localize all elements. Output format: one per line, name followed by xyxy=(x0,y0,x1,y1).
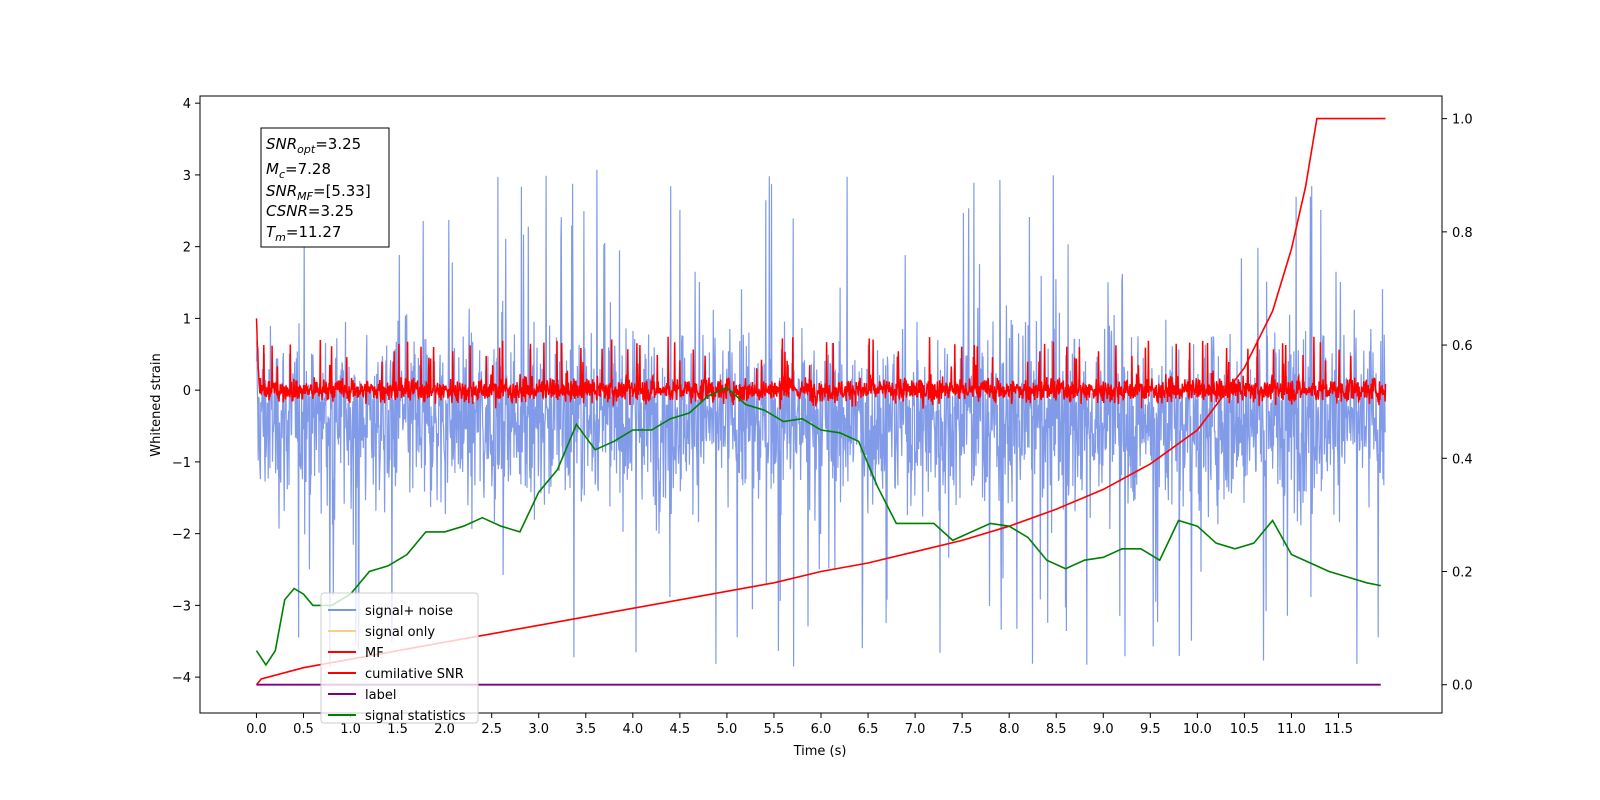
series-mf xyxy=(255,318,1387,410)
legend-frame xyxy=(320,592,479,724)
x-axis-label: Time (s) xyxy=(793,744,847,759)
x-tick-label: 4.0 xyxy=(622,722,643,737)
annotation-csnr: CSNR=3.25 xyxy=(266,202,354,220)
y-tick-label-right: 0.6 xyxy=(1452,339,1473,354)
x-tick-label: 3.0 xyxy=(528,722,549,737)
annotation-snr-mf: SNRMF=[5.33] xyxy=(266,182,371,203)
annotation-box: SNRopt=3.25 Mc=7.28 SNRMF=[5.33] CSNR=3.… xyxy=(260,127,390,248)
annotation-snr-opt: SNRopt=3.25 xyxy=(266,135,361,156)
x-tick-label: 9.5 xyxy=(1140,722,1161,737)
x-tick-label: 8.0 xyxy=(999,722,1020,737)
legend: signal+ noise signal only MF cumilative SNR… xyxy=(320,592,479,724)
y-tick-label-left: −1 xyxy=(172,456,191,471)
y-tick-label-right: 0.8 xyxy=(1452,226,1473,241)
x-tick-label: 6.5 xyxy=(858,722,879,737)
x-tick-label: 1.5 xyxy=(387,722,408,737)
y-tick-label-left: −3 xyxy=(172,599,191,614)
x-tick-label: 8.5 xyxy=(1046,722,1067,737)
x-tick-label: 0.0 xyxy=(246,722,267,737)
y-tick-label-left: −4 xyxy=(172,671,191,686)
x-tick-label: 4.5 xyxy=(670,722,691,737)
x-tick-label: 7.5 xyxy=(952,722,973,737)
y-axis-left: −4 −3 −2 −1 0 1 2 3 4 xyxy=(172,97,200,686)
x-tick-label: 5.5 xyxy=(764,722,785,737)
x-tick-label: 5.0 xyxy=(717,722,738,737)
y-tick-label-left: 2 xyxy=(183,241,191,256)
y-tick-label-left: 1 xyxy=(183,312,191,327)
series-signal-statistics xyxy=(255,386,1381,667)
y-tick-label-right: 0.0 xyxy=(1452,679,1473,694)
annotation-frame xyxy=(260,127,390,248)
x-tick-label: 7.0 xyxy=(905,722,926,737)
y-tick-label-left: −2 xyxy=(172,528,191,543)
y-tick-label-left: 4 xyxy=(183,97,191,112)
legend-label-label: label xyxy=(365,688,396,703)
x-tick-label: 1.0 xyxy=(340,722,361,737)
x-tick-label: 3.5 xyxy=(575,722,596,737)
x-tick-label: 10.5 xyxy=(1230,722,1259,737)
legend-label-signal-noise: signal+ noise xyxy=(365,604,453,619)
y-tick-label-right: 0.4 xyxy=(1452,452,1473,467)
annotation-tm: Tm=11.27 xyxy=(266,223,341,244)
x-tick-label: 2.5 xyxy=(481,722,502,737)
legend-label-cumulative-snr: cumilative SNR xyxy=(365,667,464,682)
y-tick-label-left: 3 xyxy=(183,169,191,184)
x-tick-label: 10.0 xyxy=(1183,722,1212,737)
y-axis-label-left: Whitened strain xyxy=(149,353,164,456)
legend-label-signal-only: signal only xyxy=(365,625,435,640)
x-axis: 0.0 0.5 1.0 1.5 2.0 2.5 3.0 3.5 4.0 4.5 5.0 5.5 6.0 6… xyxy=(246,713,1353,737)
legend-label-signal-statistics: signal statistics xyxy=(365,709,466,724)
x-tick-label: 11.5 xyxy=(1324,722,1353,737)
legend-label-mf: MF xyxy=(365,646,384,661)
y-axis-right: 0.0 0.2 0.4 0.6 0.8 1.0 xyxy=(1442,113,1473,694)
x-tick-label: 11.0 xyxy=(1277,722,1306,737)
y-tick-label-right: 0.2 xyxy=(1452,565,1473,580)
x-tick-label: 6.0 xyxy=(811,722,832,737)
x-tick-label: 9.0 xyxy=(1093,722,1114,737)
series-signal-noise xyxy=(255,169,1387,667)
x-tick-label: 2.0 xyxy=(434,722,455,737)
y-tick-label-left: 0 xyxy=(183,384,191,399)
x-tick-label: 0.5 xyxy=(293,722,314,737)
y-tick-label-right: 1.0 xyxy=(1452,113,1473,128)
annotation-mc: Mc=7.28 xyxy=(266,160,331,181)
